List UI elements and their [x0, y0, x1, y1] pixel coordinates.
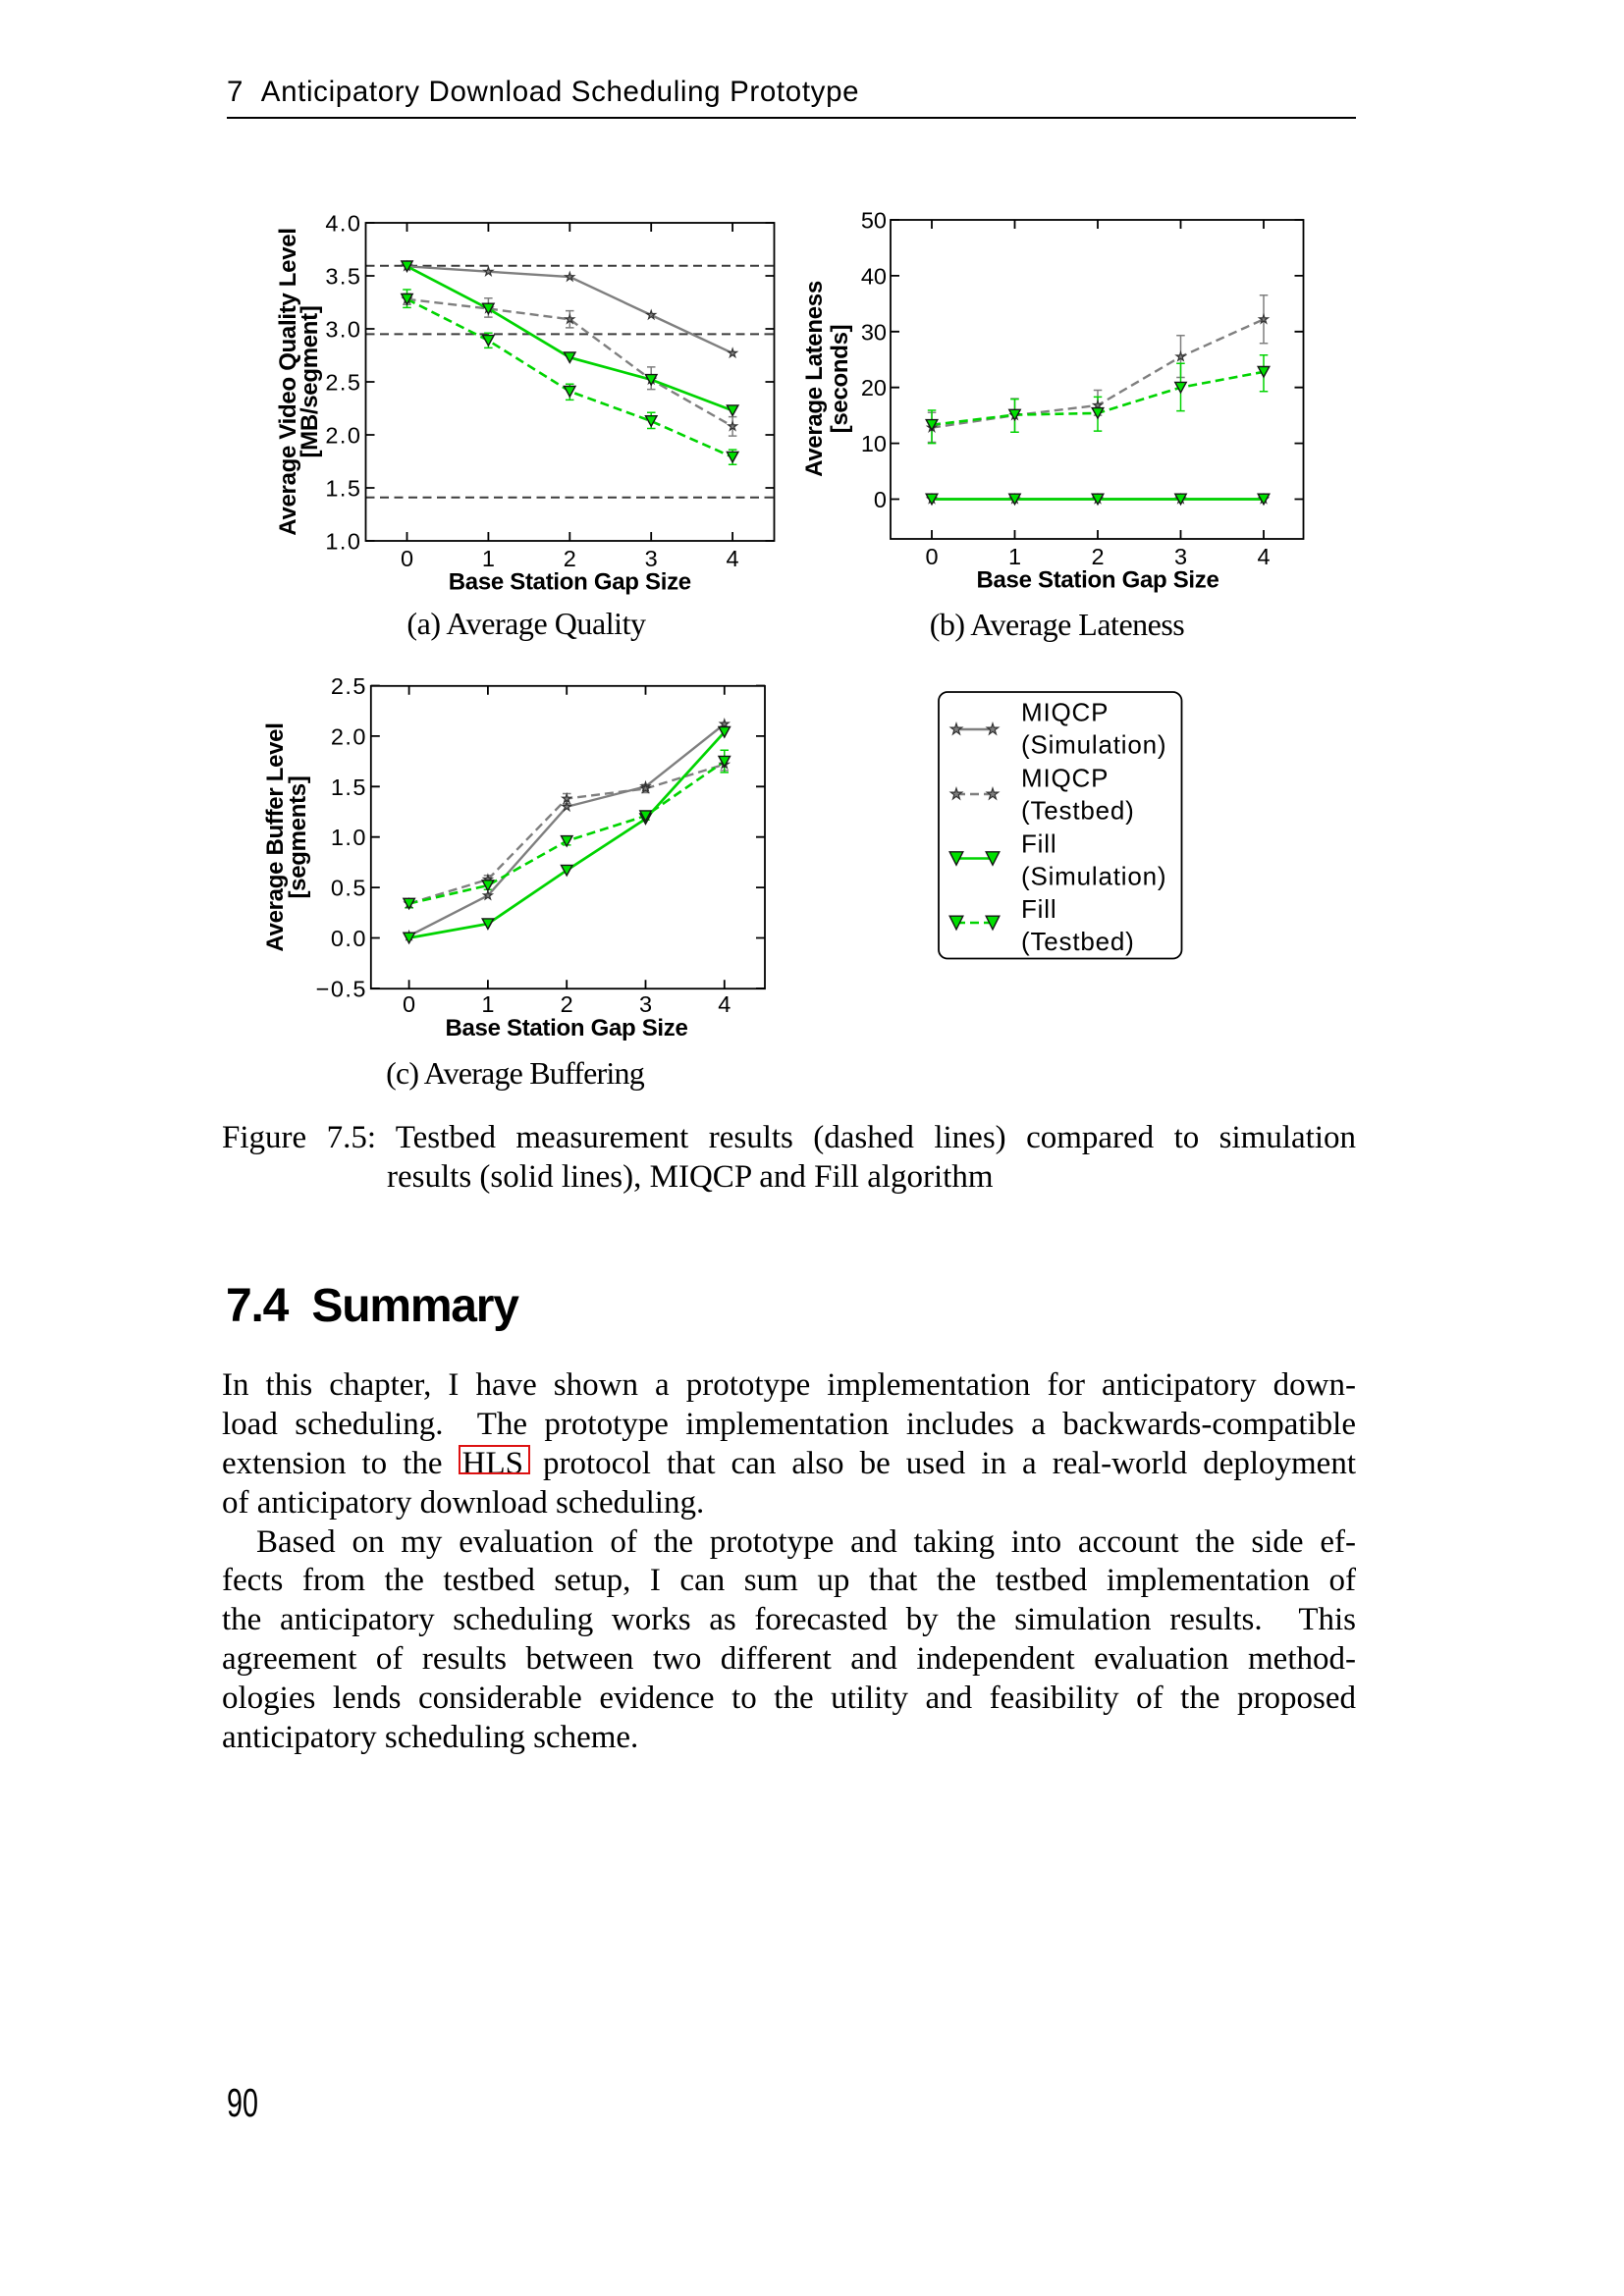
- svg-text:4.0: 4.0: [325, 211, 361, 237]
- svg-text:1.5: 1.5: [325, 476, 361, 502]
- svg-text:3: 3: [645, 546, 658, 571]
- svg-text:3: 3: [1174, 544, 1187, 569]
- svg-text:2: 2: [1091, 544, 1104, 569]
- svg-text:(Testbed): (Testbed): [1021, 796, 1135, 826]
- svg-text:(Simulation): (Simulation): [1021, 730, 1166, 760]
- svg-text:[seconds]: [seconds]: [827, 325, 853, 434]
- svg-text:−0.5: −0.5: [316, 976, 367, 1001]
- svg-text:Average Lateness: Average Lateness: [801, 281, 828, 477]
- svg-text:[MB/segment]: [MB/segment]: [297, 305, 323, 457]
- svg-text:0.0: 0.0: [331, 926, 367, 951]
- svg-text:4: 4: [1257, 544, 1270, 569]
- svg-text:2.5: 2.5: [325, 370, 361, 396]
- svg-text:2: 2: [564, 546, 576, 571]
- svg-text:Base Station Gap Size: Base Station Gap Size: [976, 567, 1218, 594]
- svg-text:Base Station Gap Size: Base Station Gap Size: [445, 1015, 687, 1041]
- svg-text:Average Video Quality Level: Average Video Quality Level: [275, 228, 301, 535]
- svg-text:3.5: 3.5: [325, 264, 361, 290]
- svg-text:4: 4: [727, 546, 739, 571]
- svg-text:2.0: 2.0: [325, 423, 361, 449]
- svg-text:0: 0: [925, 544, 938, 569]
- svg-text:Base Station Gap Size: Base Station Gap Size: [449, 569, 691, 596]
- svg-text:1.5: 1.5: [331, 774, 367, 800]
- svg-text:(c) Average Buffering: (c) Average Buffering: [386, 1055, 645, 1091]
- svg-text:0: 0: [401, 546, 413, 571]
- svg-text:3: 3: [639, 991, 652, 1017]
- svg-text:0.5: 0.5: [331, 876, 367, 901]
- svg-text:2: 2: [561, 991, 573, 1017]
- svg-text:50: 50: [861, 208, 887, 234]
- svg-text:3.0: 3.0: [325, 317, 361, 343]
- svg-text:1.0: 1.0: [331, 825, 367, 850]
- svg-text:(b) Average Lateness: (b) Average Lateness: [930, 607, 1185, 642]
- svg-text:30: 30: [861, 319, 887, 345]
- svg-text:10: 10: [861, 431, 887, 456]
- svg-text:2.5: 2.5: [331, 673, 367, 699]
- svg-text:1: 1: [482, 546, 495, 571]
- svg-text:20: 20: [861, 375, 887, 400]
- svg-text:0: 0: [403, 991, 415, 1017]
- svg-text:40: 40: [861, 263, 887, 289]
- svg-text:2.0: 2.0: [331, 723, 367, 749]
- svg-text:Fill: Fill: [1021, 829, 1056, 859]
- svg-text:4: 4: [718, 991, 731, 1017]
- svg-text:Fill: Fill: [1021, 894, 1056, 924]
- svg-text:MIQCP: MIQCP: [1021, 764, 1109, 793]
- svg-text:Average Buffer Level: Average Buffer Level: [262, 722, 289, 951]
- svg-text:[segments]: [segments]: [285, 775, 311, 898]
- svg-text:(a) Average Quality: (a) Average Quality: [406, 606, 646, 641]
- svg-text:1.0: 1.0: [325, 529, 361, 555]
- svg-text:(Simulation): (Simulation): [1021, 862, 1166, 891]
- svg-text:MIQCP: MIQCP: [1021, 698, 1109, 727]
- svg-text:1: 1: [481, 991, 494, 1017]
- svg-text:1: 1: [1008, 544, 1021, 569]
- svg-text:0: 0: [874, 487, 887, 512]
- svg-text:(Testbed): (Testbed): [1021, 927, 1135, 956]
